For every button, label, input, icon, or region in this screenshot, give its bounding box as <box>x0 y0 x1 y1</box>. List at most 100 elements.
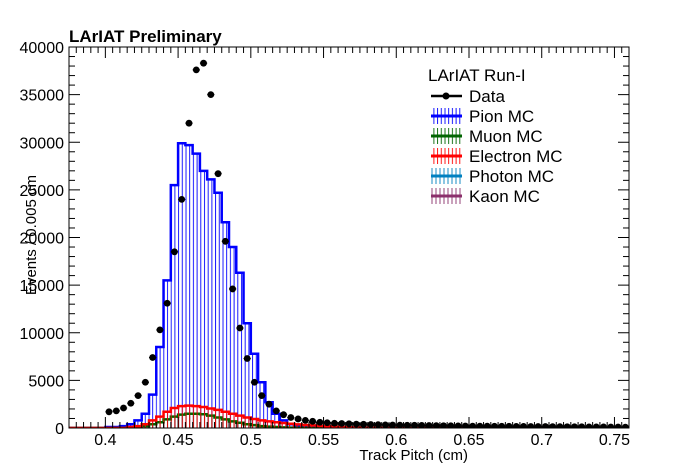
data-point <box>381 421 389 428</box>
data-point <box>425 422 433 428</box>
mc-bin <box>185 145 193 428</box>
data-point <box>505 422 513 428</box>
data-point <box>432 422 440 428</box>
legend-entry-electron: Electron MC <box>431 147 563 166</box>
legend-label-kaon: Kaon MC <box>469 187 540 206</box>
data-point <box>461 422 469 428</box>
data-point <box>527 423 535 428</box>
mc-bin <box>141 413 149 428</box>
legend-label-photon: Photon MC <box>469 167 554 186</box>
mc-bin <box>221 411 229 428</box>
mc-bin <box>149 420 157 428</box>
data-point <box>323 419 331 427</box>
mc-bin <box>214 409 222 428</box>
data-point <box>621 423 629 428</box>
mc-bin <box>170 185 179 428</box>
x-tick-label: 0.7 <box>531 432 553 449</box>
mc-bin <box>258 382 266 428</box>
y-tick-label: 30000 <box>20 135 65 152</box>
data-point <box>127 399 135 407</box>
x-tick-label: 0.65 <box>453 432 484 449</box>
data-point <box>272 407 280 415</box>
data-point <box>287 414 295 421</box>
mc-bin <box>178 143 186 428</box>
x-tick-label: 0.45 <box>163 432 194 449</box>
legend-entry-muon: Muon MC <box>431 127 543 146</box>
data-point <box>192 66 200 74</box>
data-point <box>447 422 455 428</box>
mc-bin <box>178 406 186 428</box>
legend-entry-data: Data <box>431 87 505 106</box>
mc-bin <box>141 424 149 428</box>
data-point <box>556 423 564 428</box>
mc-bin <box>229 413 237 428</box>
data-point <box>258 392 266 400</box>
legend: LArIAT Run-I Data Pion MC Muon MC Electr… <box>428 66 563 206</box>
mc-bin <box>309 425 317 428</box>
mc-bin <box>294 424 302 428</box>
mc-bin <box>163 411 171 428</box>
legend-header: LArIAT Run-I <box>428 66 526 85</box>
data-point <box>454 422 462 428</box>
data-point <box>250 378 259 386</box>
data-point <box>498 422 506 428</box>
legend-label-muon: Muon MC <box>469 127 543 146</box>
mc-bin <box>250 418 259 428</box>
x-tick-label: 0.75 <box>599 432 630 449</box>
data-point <box>214 170 222 178</box>
mc-bin <box>250 353 259 428</box>
y-tick-label: 5000 <box>28 373 64 390</box>
data-point <box>279 411 288 419</box>
data-point <box>563 423 571 428</box>
mc-bin <box>279 423 288 428</box>
mc-bin <box>229 247 237 428</box>
data-point <box>599 423 608 428</box>
mc-bin <box>243 323 251 428</box>
mc-bin <box>199 407 208 428</box>
mc-bin <box>156 416 164 428</box>
legend-label-electron: Electron MC <box>469 147 563 166</box>
data-point <box>178 196 186 203</box>
data-point <box>585 423 593 428</box>
data-point <box>345 420 353 428</box>
data-point <box>476 422 484 428</box>
data-point <box>396 421 404 428</box>
y-tick-label: 20000 <box>20 231 65 248</box>
mc-bin <box>221 222 229 428</box>
mc-histograms <box>69 141 629 428</box>
mc-bin <box>236 415 244 428</box>
y-axis: 0 5000 10000 15000 20000 25000 30000 35000 40000 <box>20 40 629 438</box>
data-point <box>578 423 586 428</box>
mc-bin <box>192 153 200 428</box>
mc-bin <box>170 407 179 428</box>
data-point <box>265 400 273 408</box>
data-point <box>418 422 426 428</box>
data-point <box>236 324 244 332</box>
data-point <box>199 59 208 67</box>
mc-bin <box>156 347 164 428</box>
series-pion-mc <box>69 141 629 428</box>
data-point <box>134 392 142 400</box>
x-axis: 0.4 0.45 0.5 0.55 0.6 0.65 0.7 0.75 <box>68 47 630 449</box>
data-point <box>141 378 149 386</box>
data-point <box>410 421 419 428</box>
data-point <box>207 91 215 99</box>
y-tick-label: 35000 <box>20 88 65 105</box>
legend-entry-photon: Photon MC <box>431 167 554 186</box>
data-point <box>367 421 375 428</box>
mc-bin <box>258 420 266 428</box>
data-point <box>374 421 382 428</box>
mc-bin <box>287 423 295 428</box>
data-point <box>229 285 237 293</box>
data-point <box>469 422 477 428</box>
data-point <box>185 119 193 127</box>
mc-bin <box>272 422 280 428</box>
data-point <box>439 422 448 428</box>
data-point <box>389 421 397 428</box>
data-point <box>483 422 491 428</box>
x-axis-title: Track Pitch (cm) <box>359 447 468 464</box>
data-point <box>316 418 324 426</box>
mc-bin <box>301 424 309 428</box>
data-point <box>607 423 615 428</box>
data-point <box>512 422 520 428</box>
